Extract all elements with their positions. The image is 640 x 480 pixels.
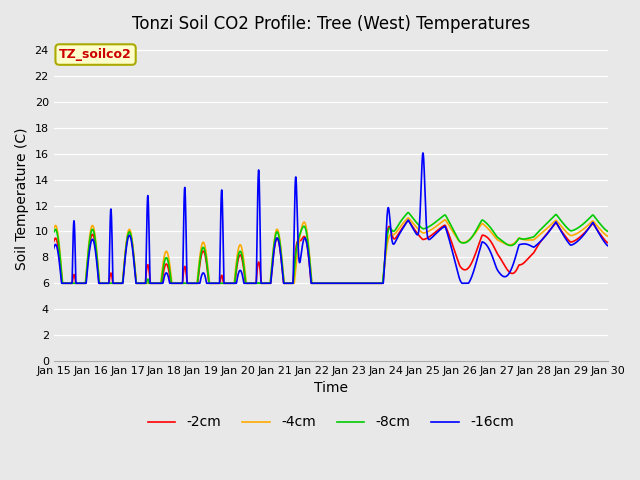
-2cm	[593, 227, 601, 232]
-4cm	[50, 226, 58, 231]
-8cm	[604, 228, 611, 234]
Y-axis label: Soil Temperature (C): Soil Temperature (C)	[15, 128, 29, 270]
-4cm	[262, 280, 270, 286]
Line: -8cm: -8cm	[54, 213, 607, 283]
-16cm	[604, 243, 611, 249]
-2cm	[113, 280, 121, 286]
-2cm	[262, 280, 270, 286]
-2cm	[604, 240, 611, 246]
-4cm	[534, 234, 541, 240]
Line: -16cm: -16cm	[54, 153, 607, 283]
-8cm	[287, 280, 294, 286]
-8cm	[59, 280, 67, 286]
-4cm	[404, 215, 412, 221]
-4cm	[593, 223, 601, 228]
-2cm	[404, 217, 412, 223]
-2cm	[534, 243, 541, 249]
Line: -4cm: -4cm	[54, 218, 607, 283]
X-axis label: Time: Time	[314, 381, 348, 396]
-2cm	[146, 277, 154, 283]
Title: Tonzi Soil CO2 Profile: Tree (West) Temperatures: Tonzi Soil CO2 Profile: Tree (West) Temp…	[132, 15, 530, 33]
-8cm	[113, 280, 121, 286]
-4cm	[604, 233, 611, 239]
-16cm	[113, 280, 121, 286]
-4cm	[113, 280, 121, 286]
-16cm	[50, 246, 58, 252]
-8cm	[593, 217, 601, 223]
-16cm	[419, 150, 427, 156]
-8cm	[50, 229, 58, 235]
-4cm	[59, 280, 67, 286]
-16cm	[534, 241, 541, 247]
-16cm	[593, 227, 601, 233]
Text: TZ_soilco2: TZ_soilco2	[60, 48, 132, 61]
-2cm	[58, 280, 66, 286]
-8cm	[146, 280, 154, 286]
-2cm	[287, 280, 294, 286]
-16cm	[287, 280, 294, 286]
-8cm	[262, 280, 270, 286]
-16cm	[146, 277, 154, 283]
-16cm	[262, 280, 270, 286]
Legend: -2cm, -4cm, -8cm, -16cm: -2cm, -4cm, -8cm, -16cm	[142, 410, 519, 435]
-8cm	[534, 230, 541, 236]
-2cm	[50, 239, 58, 244]
Line: -2cm: -2cm	[54, 220, 607, 283]
-4cm	[146, 280, 154, 286]
-16cm	[58, 280, 65, 286]
-8cm	[404, 210, 412, 216]
-4cm	[287, 280, 294, 286]
